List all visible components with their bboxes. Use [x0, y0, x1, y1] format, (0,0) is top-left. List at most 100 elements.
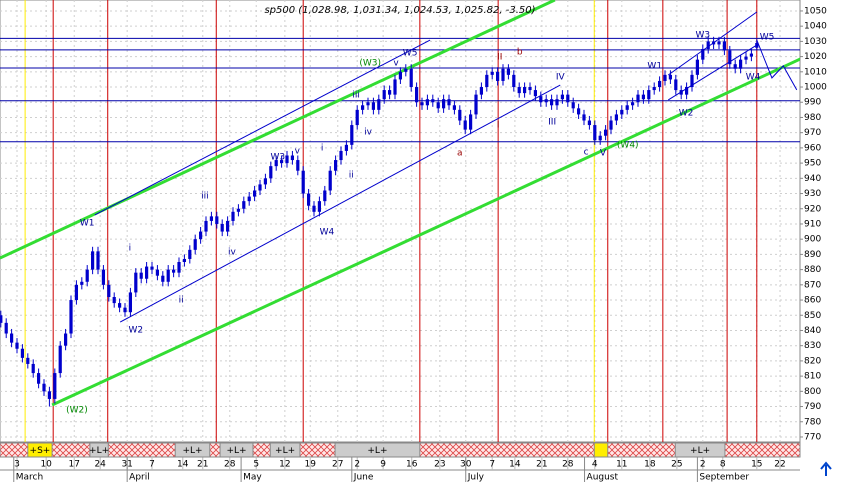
candle-body	[204, 220, 208, 232]
scroll-arrow[interactable]	[820, 461, 832, 476]
candle-body	[172, 269, 176, 273]
candle-body	[274, 160, 278, 167]
candle-body	[290, 155, 295, 161]
candle-body	[312, 205, 316, 212]
candle-body	[496, 71, 500, 81]
candle-body	[587, 120, 592, 126]
wave-label: i	[129, 244, 132, 254]
candle-body	[409, 68, 413, 88]
x-tick-label: 25	[671, 460, 682, 470]
wave-label: b	[517, 48, 523, 58]
y-tick-label: 870	[804, 280, 821, 290]
x-tick-label: 7	[489, 460, 495, 470]
signal-segment	[174, 442, 211, 458]
candle-body	[701, 48, 705, 60]
y-tick-label: 890	[804, 250, 821, 260]
candle-body	[598, 135, 602, 141]
candle-body	[636, 94, 640, 103]
candle-body	[528, 87, 532, 91]
x-tick-label: 22	[774, 460, 785, 470]
y-tick-label: 940	[804, 174, 821, 184]
candle-body	[517, 87, 521, 94]
x-tick-label: 21	[197, 460, 208, 470]
candle-body	[226, 220, 230, 232]
candle-body	[382, 90, 386, 100]
candle-body	[4, 322, 8, 334]
wave-label: W5	[403, 48, 418, 58]
month-label: August	[587, 473, 619, 482]
candle-body	[344, 144, 349, 151]
candle-body	[398, 71, 403, 80]
candle-body	[555, 99, 559, 106]
month-label: June	[353, 473, 374, 482]
candle-body	[501, 68, 505, 81]
candle-body	[296, 160, 300, 171]
candle-body	[679, 90, 683, 95]
wave-label: IV	[556, 72, 566, 82]
candle-body	[177, 262, 181, 273]
candle-body	[247, 196, 251, 202]
x-tick-label: 28	[562, 460, 574, 470]
candle-body	[479, 87, 484, 95]
candle-body	[112, 296, 116, 304]
wave-label: i	[321, 143, 324, 153]
trend-line	[51, 57, 800, 407]
candle-body	[463, 120, 467, 130]
candle-body	[485, 74, 489, 88]
candle-body	[145, 266, 149, 279]
candle-body	[458, 109, 462, 121]
candle-body	[361, 105, 365, 110]
y-tick-label: 900	[804, 235, 821, 245]
y-tick-label: 790	[804, 402, 821, 412]
candle-body	[166, 269, 170, 282]
candle-body	[107, 284, 111, 297]
candle-body	[366, 102, 370, 106]
candle-body	[431, 99, 435, 103]
candle-body	[285, 155, 289, 164]
candle-body	[339, 150, 343, 161]
candle-body	[269, 166, 273, 179]
signal-segment	[593, 442, 609, 458]
y-tick-label: 1000	[804, 83, 827, 93]
candle-body	[690, 74, 694, 88]
candle-body	[307, 193, 311, 206]
trend-line	[667, 44, 758, 101]
x-tick-label: 5	[253, 460, 259, 470]
candle-body	[582, 114, 586, 121]
x-tick-label: 12	[279, 460, 290, 470]
signal-label: +S+	[30, 446, 51, 456]
candle-body	[712, 41, 716, 45]
month-label: July	[467, 473, 485, 482]
candle-body	[631, 102, 635, 106]
wave-label: V	[600, 148, 607, 158]
candle-body	[706, 41, 710, 49]
candle-body	[371, 102, 376, 110]
y-tick-label: 970	[804, 128, 821, 138]
wave-label: W5	[760, 32, 775, 42]
candle-body	[512, 74, 516, 88]
y-tick-label: 770	[804, 432, 821, 442]
candle-body	[242, 201, 246, 209]
candle-body	[134, 272, 138, 293]
candle-body	[96, 251, 100, 270]
x-tick-label: 2	[700, 460, 706, 470]
candle-body	[128, 292, 133, 313]
candle-body	[674, 79, 678, 91]
candle-body	[749, 53, 754, 57]
signal-segment	[89, 442, 109, 458]
candle-body	[188, 249, 192, 259]
candle-body	[393, 79, 397, 95]
x-tick-label: 9	[380, 460, 386, 470]
candle-body	[685, 87, 689, 95]
signal-segment	[27, 442, 53, 458]
candle-body	[236, 208, 241, 212]
candle-body	[58, 345, 62, 374]
month-label: September	[699, 473, 749, 482]
wave-label: (W2)	[66, 406, 88, 416]
y-tick-label: 1020	[804, 52, 827, 62]
candle-body	[85, 269, 89, 282]
x-tick-label: 4	[592, 460, 598, 470]
candle-body	[26, 357, 30, 364]
candle-body	[620, 109, 624, 115]
candle-body	[668, 74, 673, 80]
